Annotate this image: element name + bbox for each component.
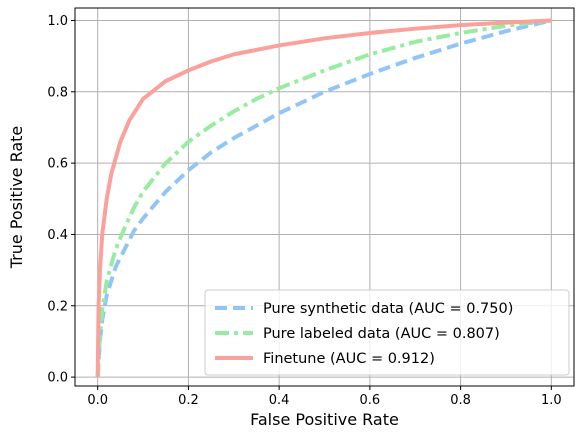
plot-frame xyxy=(74,7,575,387)
legend-label-0: Pure synthetic data (AUC = 0.750) xyxy=(263,301,513,317)
y-tick-label-1: 0.2 xyxy=(47,299,68,314)
grid-layer xyxy=(75,8,574,386)
x-tick-label-0: 0.0 xyxy=(87,393,108,408)
x-tick-label-1: 0.2 xyxy=(178,393,199,408)
x-tick-label-2: 0.4 xyxy=(269,393,290,408)
y-tick-label-2: 0.4 xyxy=(47,228,68,243)
legend-entries: Pure synthetic data (AUC = 0.750) Pure la… xyxy=(215,301,513,367)
legend-label-2: Finetune (AUC = 0.912) xyxy=(263,351,435,367)
legend-label-1: Pure labeled data (AUC = 0.807) xyxy=(263,326,500,342)
series-line-2 xyxy=(95,18,552,378)
legend: Pure synthetic data (AUC = 0.750) Pure la… xyxy=(204,289,570,376)
y-tick-label-4: 0.8 xyxy=(47,85,68,100)
x-axis-title: False Positive Rate xyxy=(250,410,399,429)
x-tick-label-3: 0.6 xyxy=(360,393,381,408)
y-tick-label-5: 1.0 xyxy=(47,14,68,29)
y-tick-label-0: 0.0 xyxy=(47,371,68,386)
series-layer xyxy=(95,18,552,378)
legend-box xyxy=(204,289,570,376)
x-tick-label-5: 1.0 xyxy=(541,393,562,408)
x-tick-label-4: 0.8 xyxy=(450,393,471,408)
ticks-layer: 0.0 0.2 0.4 0.6 0.8 1.0 0.0 0.2 0.4 0.6 0.8 1.0 xyxy=(47,14,561,408)
y-axis-title: True Positive Rate xyxy=(7,126,26,270)
series-line-1 xyxy=(95,18,552,378)
y-tick-label-3: 0.6 xyxy=(47,157,68,172)
